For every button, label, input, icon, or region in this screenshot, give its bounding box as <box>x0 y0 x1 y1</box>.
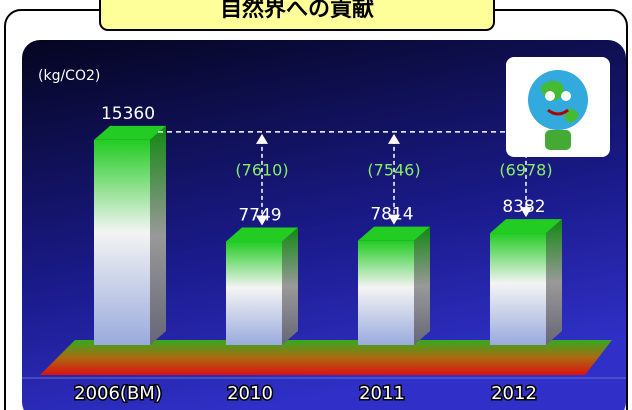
value-label: 15360 <box>101 104 155 124</box>
bar <box>226 227 298 345</box>
arrow-head <box>520 207 532 218</box>
annotation: (7546) <box>367 161 420 180</box>
earth-icon <box>506 57 610 157</box>
bar <box>490 219 562 345</box>
floor <box>40 340 612 375</box>
arrow-head <box>256 133 268 144</box>
arrow-head <box>520 133 532 144</box>
arrow-head <box>256 215 268 226</box>
annotation: (7610) <box>235 161 288 180</box>
x-tick-label: 2010 <box>227 383 273 404</box>
annotation: (6978) <box>499 161 552 180</box>
bar <box>94 125 166 345</box>
title: 自然界への貢献 <box>220 0 374 22</box>
x-tick-label: 2006(BM) <box>74 383 162 404</box>
unit-label: (kg/CO2) <box>38 68 100 84</box>
arrow-head <box>388 214 400 225</box>
arrow-head <box>388 133 400 144</box>
bar <box>358 226 430 345</box>
title-box <box>99 0 495 31</box>
x-tick-label: 2012 <box>491 383 537 404</box>
x-tick-label: 2011 <box>359 383 405 404</box>
